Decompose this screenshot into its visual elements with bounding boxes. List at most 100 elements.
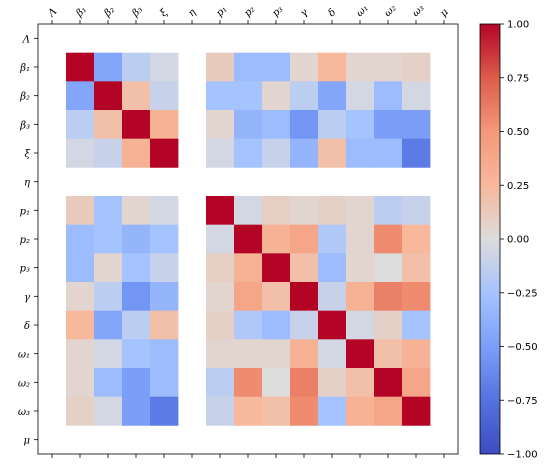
heatmap-cell	[94, 110, 123, 140]
colorbar-tick-label: 0.25	[507, 181, 529, 192]
heatmap-cell	[234, 282, 263, 312]
y-tick-label: δ	[24, 321, 30, 332]
heatmap-cell	[234, 196, 263, 226]
heatmap-cell	[346, 282, 375, 312]
heatmap-cell	[290, 110, 319, 140]
heatmap-cell	[150, 81, 179, 111]
x-tick-label: p₃	[270, 4, 285, 19]
heatmap-cell	[374, 368, 403, 398]
heatmap-cells	[66, 52, 431, 426]
heatmap-cell	[402, 224, 431, 254]
heatmap-cell	[150, 110, 179, 140]
heatmap-cell	[402, 253, 431, 283]
heatmap-cell	[402, 368, 431, 398]
heatmap-cell	[94, 253, 123, 283]
colorbar-gradient	[479, 23, 501, 455]
x-tick-label: β₂	[102, 4, 117, 19]
heatmap-cell	[206, 396, 235, 426]
heatmap-cell	[318, 253, 347, 283]
heatmap-cell	[206, 253, 235, 283]
heatmap-cell	[262, 52, 291, 82]
heatmap-cell	[150, 138, 179, 168]
heatmap-cell	[150, 196, 179, 226]
y-tick-label: β₂	[19, 92, 30, 103]
heatmap-cell	[150, 396, 179, 426]
heatmap-cell	[206, 224, 235, 254]
colorbar-tick-label: −0.50	[507, 342, 538, 353]
x-tick-label: μ	[438, 7, 450, 19]
heatmap-cell	[290, 81, 319, 111]
heatmap-cell	[234, 110, 263, 140]
heatmap-cell	[402, 310, 431, 340]
heatmap-cell	[150, 282, 179, 312]
heatmap-cell	[346, 396, 375, 426]
heatmap-cell	[66, 253, 95, 283]
colorbar-tick-label: −0.75	[507, 396, 538, 407]
heatmap-cell	[122, 224, 151, 254]
y-tick-label: p₂	[20, 235, 30, 246]
heatmap-cell	[346, 310, 375, 340]
heatmap-cell	[262, 282, 291, 312]
heatmap-cell	[374, 138, 403, 168]
heatmap-cell	[122, 396, 151, 426]
heatmap-cell	[122, 110, 151, 140]
y-axis-ticks: Λβ₁ β₂ β₃ ξ η p₁ p₂ p₃ γ δ ω₁ ω₂ ω₃ μ	[18, 34, 38, 447]
heatmap-cell	[374, 339, 403, 369]
heatmap-cell	[66, 138, 95, 168]
heatmap-cell	[402, 339, 431, 369]
heatmap-cell	[150, 52, 179, 82]
heatmap-cell	[150, 339, 179, 369]
heatmap-cell	[346, 52, 375, 82]
heatmap-cell	[122, 196, 151, 226]
heatmap-cell	[234, 52, 263, 82]
heatmap-cell	[94, 339, 123, 369]
heatmap-cell	[66, 81, 95, 111]
heatmap-cell	[290, 368, 319, 398]
heatmap-cell	[262, 368, 291, 398]
heatmap-cell	[374, 52, 403, 82]
x-tick-label: γ	[298, 7, 310, 19]
x-tick-label: ω₂	[382, 3, 398, 19]
y-tick-label: p₃	[20, 264, 30, 275]
y-tick-label: η	[24, 178, 30, 189]
colorbar-tick-label: 0.00	[507, 235, 529, 246]
heatmap-cell	[290, 396, 319, 426]
y-tick-label: γ	[24, 292, 30, 303]
heatmap-cell	[94, 224, 123, 254]
heatmap-cell	[206, 196, 235, 226]
heatmap-cell	[374, 282, 403, 312]
heatmap-cell	[318, 224, 347, 254]
heatmap-cell	[318, 196, 347, 226]
y-tick-label: μ	[24, 436, 31, 447]
y-tick-label: ω₁	[18, 350, 30, 361]
heatmap-cell	[402, 282, 431, 312]
heatmap-cell	[402, 110, 431, 140]
heatmap-cell	[206, 310, 235, 340]
heatmap-cell	[94, 282, 123, 312]
x-tick-label: p₂	[242, 4, 257, 19]
heatmap-cell	[122, 368, 151, 398]
heatmap-cell	[234, 138, 263, 168]
heatmap-cell	[262, 310, 291, 340]
heatmap-cell	[290, 224, 319, 254]
heatmap-cell	[402, 52, 431, 82]
colorbar-tick-label: 1.00	[507, 20, 529, 31]
heatmap-cell	[374, 224, 403, 254]
heatmap-cell	[290, 310, 319, 340]
heatmap-cell	[150, 224, 179, 254]
heatmap-cell	[318, 138, 347, 168]
heatmap-cell	[402, 81, 431, 111]
heatmap-cell	[374, 110, 403, 140]
colorbar-tick-label: −0.25	[507, 288, 538, 299]
heatmap-cell	[262, 110, 291, 140]
heatmap-cell	[94, 368, 123, 398]
heatmap-cell	[234, 396, 263, 426]
heatmap-cell	[318, 339, 347, 369]
x-tick-label: ω₁	[354, 3, 370, 19]
heatmap-cell	[66, 196, 95, 226]
heatmap-cell	[318, 110, 347, 140]
heatmap-cell	[206, 282, 235, 312]
heatmap-cell	[346, 253, 375, 283]
colorbar-ticks: 1.00 0.75 0.50 0.25 0.00 −0.25 −0.50 −0.75 −1.00	[500, 20, 538, 461]
